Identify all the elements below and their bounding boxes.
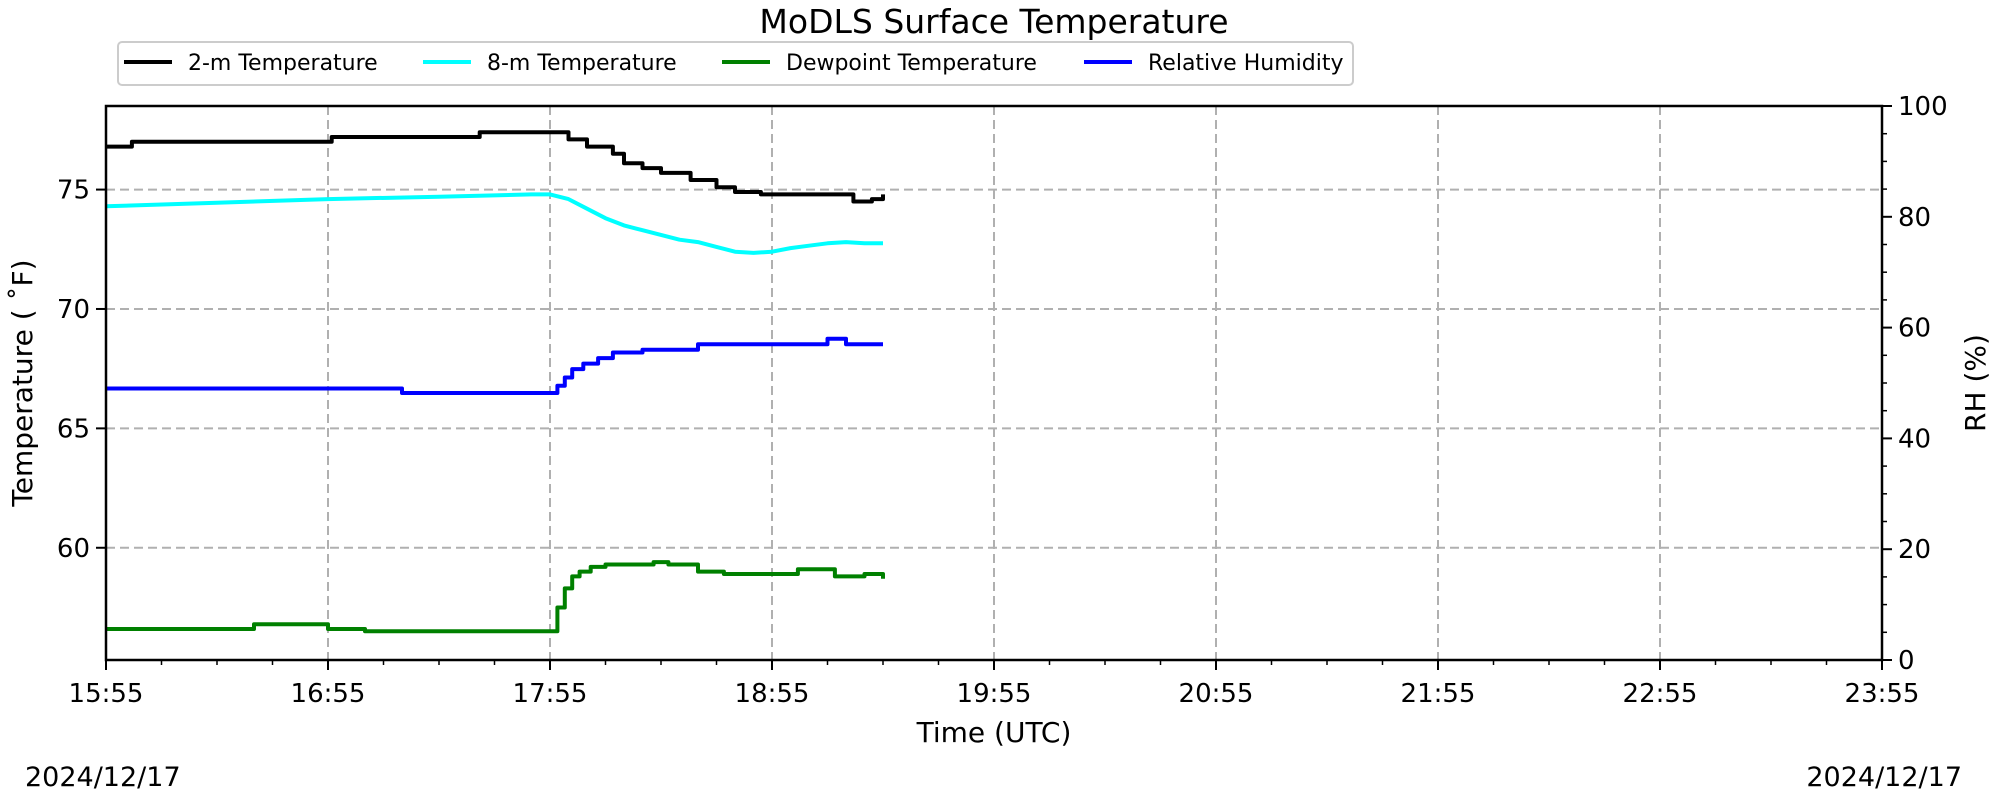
x-tick-label: 20:55 [1179, 679, 1254, 709]
y-tick-label: 65 [57, 414, 90, 444]
start-date: 2024/12/17 [25, 762, 181, 793]
y-axis-left: 60 65 70 75 [57, 176, 106, 564]
x-tick-label: 16:55 [291, 679, 366, 709]
x-axis-label: Time (UTC) [916, 716, 1072, 749]
y2-tick-label: 0 [1898, 646, 1915, 676]
x-tick-label: 23:55 [1845, 679, 1920, 709]
y-tick-label: 75 [57, 176, 90, 206]
y2-tick-label: 80 [1898, 203, 1931, 233]
legend-entry-label: Relative Humidity [1148, 51, 1343, 76]
end-date: 2024/12/17 [1806, 762, 1962, 793]
legend-entry-label: Dewpoint Temperature [786, 51, 1037, 76]
legend-entry-label: 8-m Temperature [487, 51, 677, 76]
legend-entry-label: 2-m Temperature [188, 51, 378, 76]
x-tick-label: 18:55 [735, 679, 810, 709]
series-layer [105, 130, 885, 634]
y2-tick-label: 100 [1898, 92, 1948, 122]
series-line-2-m-temperature [106, 130, 885, 204]
y2-tick-label: 60 [1898, 314, 1931, 344]
x-axis: 15:55 16:55 17:55 18:55 19:55 20:55 21:55 22:55… [69, 660, 1920, 709]
x-tick-label: 19:55 [957, 679, 1032, 709]
y-axis-label: Temperature ( ˚F) [6, 259, 39, 507]
y2-tick-label: 20 [1898, 535, 1931, 565]
series-line-relative-humidity [106, 336, 883, 395]
x-tick-label: 15:55 [69, 679, 144, 709]
series-line-8-m-temperature [105, 192, 883, 255]
x-tick-label: 22:55 [1623, 679, 1698, 709]
legend: 2-m Temperature 8-m Temperature Dewpoint T… [117, 41, 1354, 86]
x-tick-label: 21:55 [1401, 679, 1476, 709]
y-tick-label: 60 [57, 534, 90, 564]
y-axis-right: 0 20 40 60 80 100 [1882, 92, 1948, 676]
x-tick-label: 17:55 [513, 679, 588, 709]
chart-title: MoDLS Surface Temperature [759, 2, 1228, 41]
series-line-dewpoint-temperature [106, 560, 885, 634]
grid-layer [106, 106, 1882, 660]
y2-tick-label: 40 [1898, 424, 1931, 454]
y2-axis-label: RH (%) [1959, 334, 1992, 432]
y-tick-label: 70 [57, 295, 90, 325]
